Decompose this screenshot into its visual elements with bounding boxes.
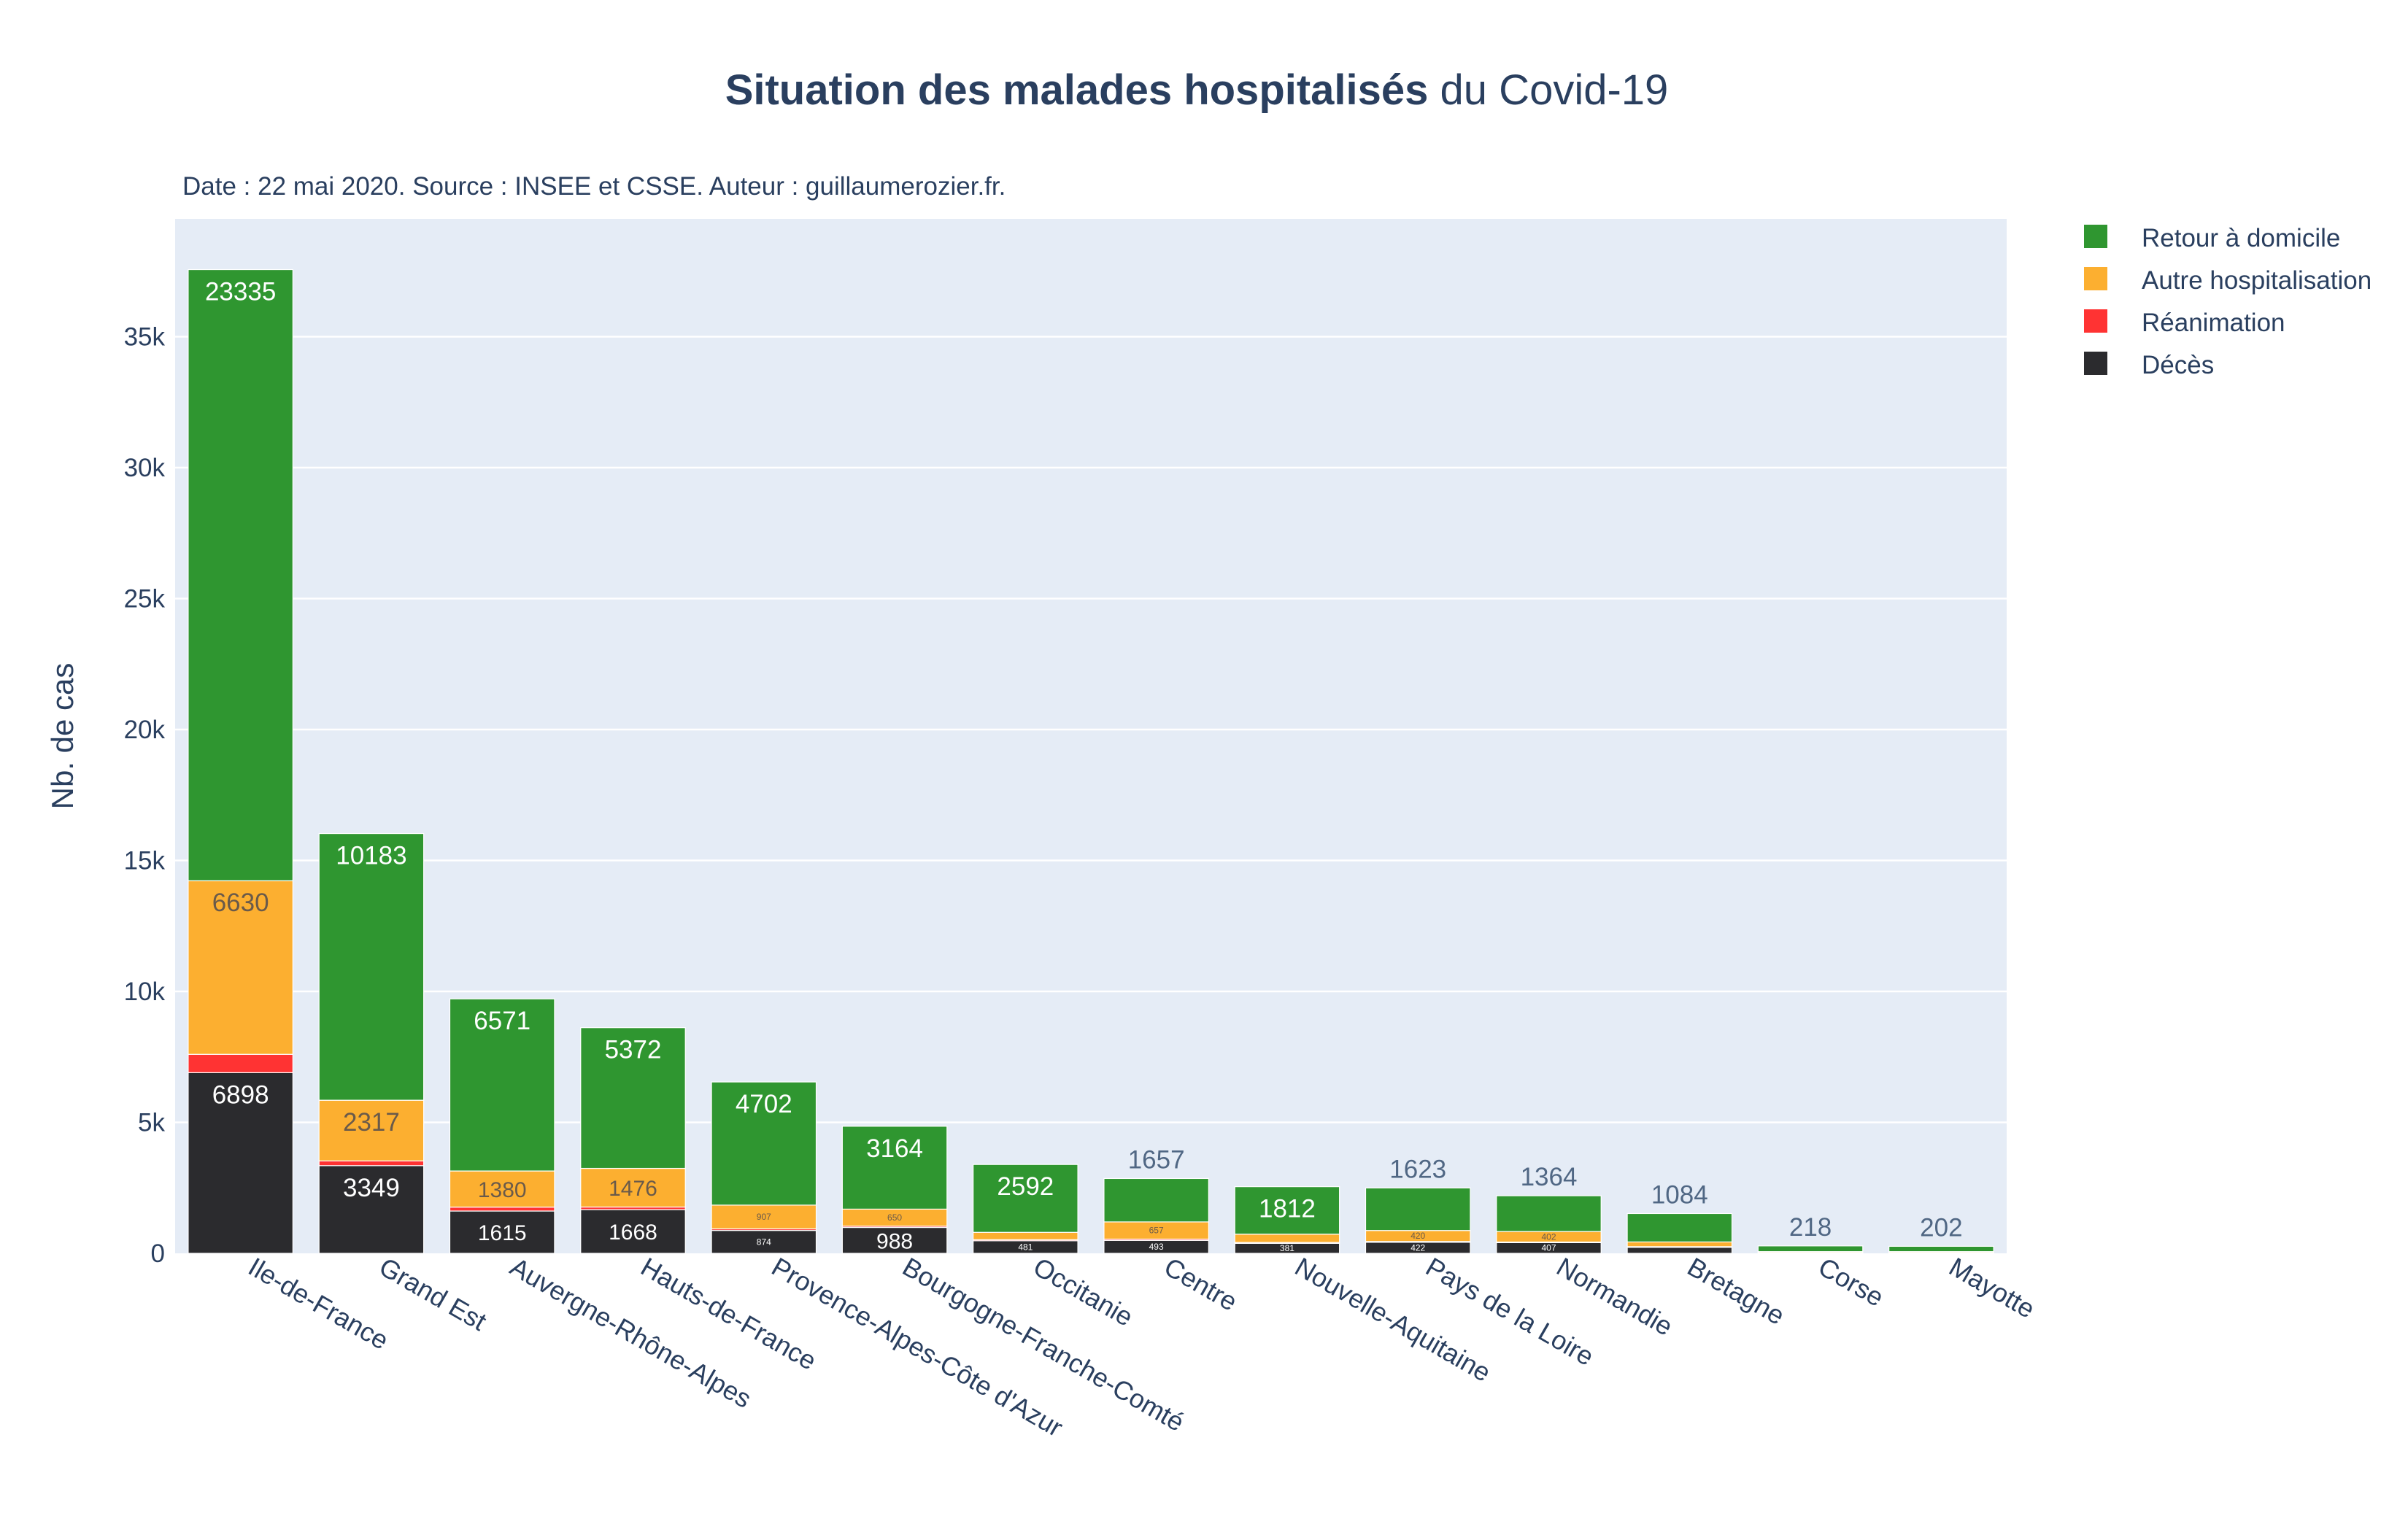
bar-retour-domicile [1103,1177,1209,1223]
chart-title: Situation des malades hospitalisés du Co… [725,66,1669,114]
data-label: 874 [757,1237,771,1247]
data-label: 1476 [609,1177,657,1201]
data-label: 402 [1541,1231,1556,1242]
data-label: 381 [1280,1243,1294,1253]
bar-autre-hospitalisation [580,1167,686,1208]
data-label: 1668 [609,1220,657,1245]
bar-retour-domicile [1496,1195,1602,1232]
y-tick-label: 5k [138,1109,165,1137]
y-tick-label: 35k [124,323,166,352]
data-label: 1615 [478,1221,527,1245]
data-label: 23335 [205,278,276,306]
bar-retour-domicile [841,1126,948,1210]
bar-deces [580,1209,686,1254]
bar-deces [711,1230,817,1254]
data-label: 1364 [1521,1163,1578,1191]
y-tick-label: 30k [124,454,166,482]
y-tick-label: 15k [124,847,166,875]
data-label: 1812 [1259,1195,1316,1223]
y-tick-label: 0 [151,1239,165,1268]
data-label: 6630 [212,889,269,917]
bar-retour-domicile [1888,1245,1994,1253]
data-label: 5372 [605,1036,662,1064]
data-label: 2592 [997,1172,1054,1201]
bar-autre-hospitalisation [973,1231,1078,1240]
data-label: 6571 [474,1007,530,1035]
bar-autre-hospitalisation [1234,1234,1340,1243]
bar-retour-domicile [1365,1187,1471,1231]
bar-autre-hospitalisation [711,1204,817,1230]
legend-swatch [2084,225,2107,248]
data-label: 1623 [1389,1155,1446,1183]
chart-title-rest: du Covid-19 [1428,66,1668,114]
y-axis-title: Nb. de cas [45,663,80,810]
bar-deces [449,1210,555,1254]
legend-label: Décès [2142,351,2214,379]
bar-retour-domicile [973,1164,1078,1233]
legend-swatch [2084,309,2107,333]
data-label: 1380 [478,1178,527,1202]
bar-deces [188,1072,293,1254]
bar-deces [841,1226,948,1254]
y-tick-label: 25k [124,585,166,614]
bar-retour-domicile [1626,1212,1733,1242]
bar-retour-domicile [1757,1245,1864,1253]
data-label: 493 [1149,1242,1164,1252]
bar-reanimation [449,1207,555,1212]
bar-retour-domicile [580,1027,686,1169]
bar-retour-domicile [711,1081,817,1206]
legend-label: Réanimation [2142,309,2285,337]
data-label: 2317 [343,1108,400,1137]
legend-label: Autre hospitalisation [2142,266,2372,295]
data-label: 3349 [343,1174,400,1202]
data-label: 1657 [1128,1145,1185,1174]
data-label: 657 [1149,1226,1164,1236]
data-label: 407 [1541,1243,1556,1253]
data-label: 3164 [866,1134,923,1163]
bar-autre-hospitalisation [1626,1241,1733,1247]
bar-retour-domicile [318,832,425,1101]
bar-retour-domicile [1234,1186,1340,1235]
bar-deces [318,1165,425,1254]
bar-autre-hospitalisation [188,880,293,1055]
y-tick-label: 20k [124,716,166,744]
data-label: 650 [887,1212,902,1223]
data-label: 422 [1411,1242,1425,1253]
data-label: 481 [1018,1242,1033,1252]
data-label: 907 [757,1212,771,1222]
data-label: 4702 [736,1090,792,1118]
bar-autre-hospitalisation [318,1099,425,1161]
bar-deces [1626,1247,1733,1254]
legend-swatch [2084,352,2107,375]
data-label: 1084 [1651,1180,1708,1209]
data-label: 420 [1411,1231,1425,1241]
legend: Retour à domicile Autre hospitalisation Ré… [2084,224,2372,379]
data-label: 6898 [212,1080,269,1109]
data-label: 10183 [336,842,406,870]
bar-reanimation [318,1160,425,1167]
data-label: 218 [1789,1213,1832,1242]
chart-title-bold: Situation des malades hospitalisés [725,66,1429,114]
data-label: 202 [1920,1213,1962,1242]
bar-retour-domicile [188,268,293,881]
bar-retour-domicile [449,998,555,1172]
legend-swatch [2084,267,2107,290]
y-tick-label: 10k [124,978,166,1006]
bar-autre-hospitalisation [449,1170,555,1208]
bar-reanimation [188,1053,293,1073]
legend-label: Retour à domicile [2142,224,2340,252]
data-label: 988 [876,1229,913,1253]
chart-subtitle: Date : 22 mai 2020. Source : INSEE et CS… [182,172,1006,201]
